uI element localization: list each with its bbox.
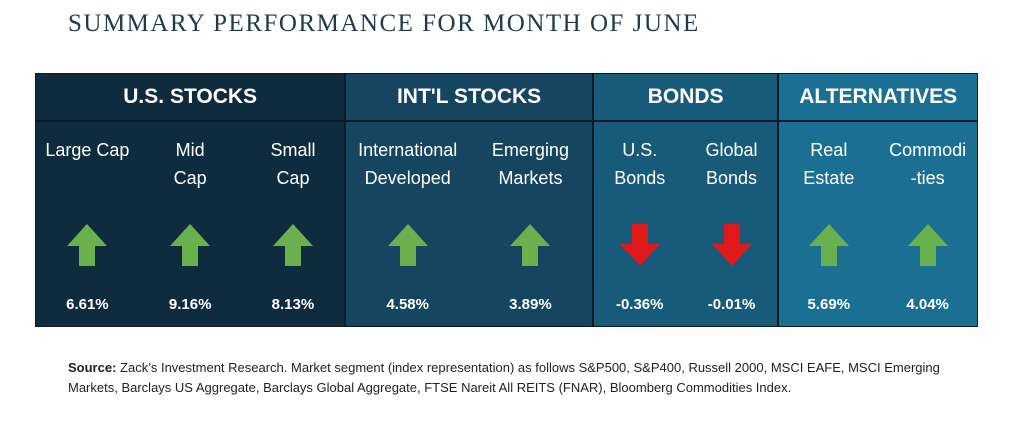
page-title: SUMMARY PERFORMANCE FOR MONTH OF JUNE	[68, 10, 700, 37]
segment-international-developed: International Developed 4.58%	[346, 122, 469, 328]
segment-real-estate: Real Estate 5.69%	[779, 122, 878, 328]
segment-value: 4.04%	[906, 296, 949, 313]
segment-label: International Developed	[358, 140, 458, 188]
group-bonds: BONDS U.S. Bonds -0.36% Global Bonds -0.…	[593, 74, 780, 328]
performance-panel: U.S. STOCKS Large Cap 6.61% Mid Cap 9.16…	[35, 73, 978, 327]
segment-label: Real Estate	[803, 140, 855, 188]
segment-value: -0.01%	[707, 296, 756, 313]
group-header: U.S. STOCKS	[36, 74, 345, 122]
segment-global-bonds: Global Bonds -0.01%	[686, 122, 778, 328]
arrow-up-icon	[67, 224, 108, 266]
group-header: INT'L STOCKS	[346, 74, 592, 122]
group-alternatives: ALTERNATIVES Real Estate 5.69% Commodi -…	[779, 74, 977, 326]
segment-label: U.S. Bonds	[614, 140, 666, 188]
segment-small-cap: Small Cap 8.13%	[242, 122, 345, 328]
arrow-up-icon	[170, 224, 211, 266]
arrow-up-icon	[387, 224, 428, 266]
segment-value: 8.13%	[271, 296, 315, 313]
segment-label: Global Bonds	[705, 140, 758, 188]
arrow-down-icon	[619, 224, 660, 266]
group-header: ALTERNATIVES	[779, 74, 977, 122]
group-header: BONDS	[593, 74, 778, 122]
segment-value: 9.16%	[168, 296, 212, 313]
segment-value: 3.89%	[509, 296, 552, 313]
segment-label: Mid Cap	[173, 140, 207, 188]
segment-value: 5.69%	[807, 296, 851, 313]
group-intl-stocks: INT'L STOCKS International Developed 4.5…	[346, 74, 594, 328]
segment-label: Large Cap	[45, 140, 130, 160]
segment-label: Small Cap	[270, 140, 316, 188]
segment-label: Commodi -ties	[889, 140, 967, 188]
segment-large-cap: Large Cap 6.61%	[36, 122, 139, 328]
arrow-down-icon	[711, 224, 752, 266]
segment-value: 6.61%	[66, 296, 109, 313]
source-label: Source:	[68, 360, 117, 375]
source-text: Zack’s Investment Research. Market segme…	[68, 360, 940, 395]
arrow-up-icon	[808, 224, 849, 266]
segment-value: -0.36%	[615, 296, 664, 313]
segment-emerging-markets: Emerging Markets 3.89%	[469, 122, 592, 328]
segment-us-bonds: U.S. Bonds -0.36%	[594, 122, 686, 328]
arrow-up-icon	[510, 224, 551, 266]
segment-commodities: Commodi -ties 4.04%	[878, 122, 977, 328]
segment-value: 4.58%	[386, 296, 429, 313]
arrow-up-icon	[272, 224, 313, 266]
group-us-stocks: U.S. STOCKS Large Cap 6.61% Mid Cap 9.16…	[36, 74, 347, 328]
source-note: Source: Zack’s Investment Research. Mark…	[68, 358, 948, 398]
segment-mid-cap: Mid Cap 9.16%	[139, 122, 242, 328]
segment-label: Emerging Markets	[491, 140, 569, 188]
arrow-up-icon	[907, 224, 948, 266]
